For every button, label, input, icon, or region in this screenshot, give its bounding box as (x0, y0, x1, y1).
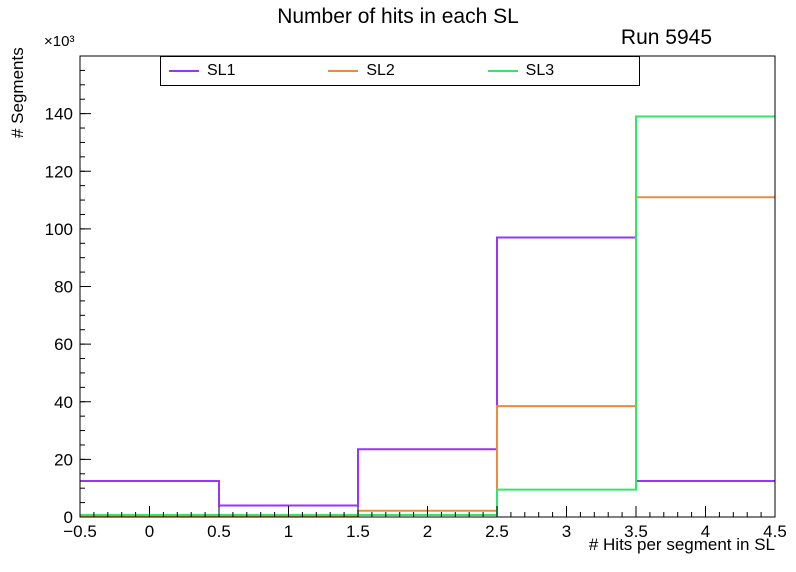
y-axis-title: # Segments (8, 47, 27, 138)
x-tick-label: −0.5 (63, 522, 97, 541)
chart-title: Number of hits in each SL (277, 5, 519, 28)
y-axis-exponent: ×10³ (44, 33, 75, 50)
y-tick-label: 120 (45, 162, 73, 181)
series-line-sl3 (80, 115, 775, 516)
series-line-sl2 (80, 196, 775, 518)
legend-item-sl3: SL3 (480, 62, 639, 80)
y-tick-label: 40 (54, 393, 73, 412)
legend-item-sl2: SL2 (320, 62, 479, 80)
y-tick-label: 80 (54, 278, 73, 297)
x-axis: −0.5 0 0.5 1 1.5 2 2.5 3 3.5 4 4.5 (63, 506, 787, 541)
x-tick-label: 1 (284, 522, 293, 541)
x-tick-label: 4.5 (763, 522, 787, 541)
x-tick-label: 0 (145, 522, 154, 541)
series-lines (80, 115, 775, 518)
x-tick-label: 1.5 (346, 522, 370, 541)
y-tick-label: 0 (64, 508, 73, 527)
y-tick-label: 100 (45, 220, 73, 239)
legend-swatch-sl3 (487, 70, 518, 72)
legend-item-sl1: SL1 (161, 62, 320, 80)
x-tick-label: 2 (423, 522, 432, 541)
y-tick-label: 20 (54, 450, 73, 469)
run-label: Run 5945 (620, 26, 712, 49)
y-tick-label: 60 (54, 335, 73, 354)
legend: SL1 SL2 SL3 (160, 56, 640, 86)
series-line-sl1 (80, 236, 775, 507)
x-tick-label: 2.5 (485, 522, 509, 541)
x-tick-label: 3 (562, 522, 571, 541)
y-axis: 0 20 40 60 80 100 120 140 (45, 55, 91, 527)
legend-label-sl1: SL1 (207, 62, 236, 79)
legend-swatch-sl1 (169, 70, 199, 72)
legend-swatch-sl2 (328, 70, 359, 72)
x-axis-title: # Hits per segment in SL (588, 535, 775, 554)
legend-label-sl2: SL2 (366, 62, 395, 79)
x-tick-label: 3.5 (624, 522, 648, 541)
x-tick-label: 4 (701, 522, 710, 541)
legend-label-sl3: SL3 (525, 62, 555, 79)
plot-frame (79, 55, 776, 518)
x-tick-label: 0.5 (207, 522, 231, 541)
y-tick-label: 140 (45, 105, 73, 124)
